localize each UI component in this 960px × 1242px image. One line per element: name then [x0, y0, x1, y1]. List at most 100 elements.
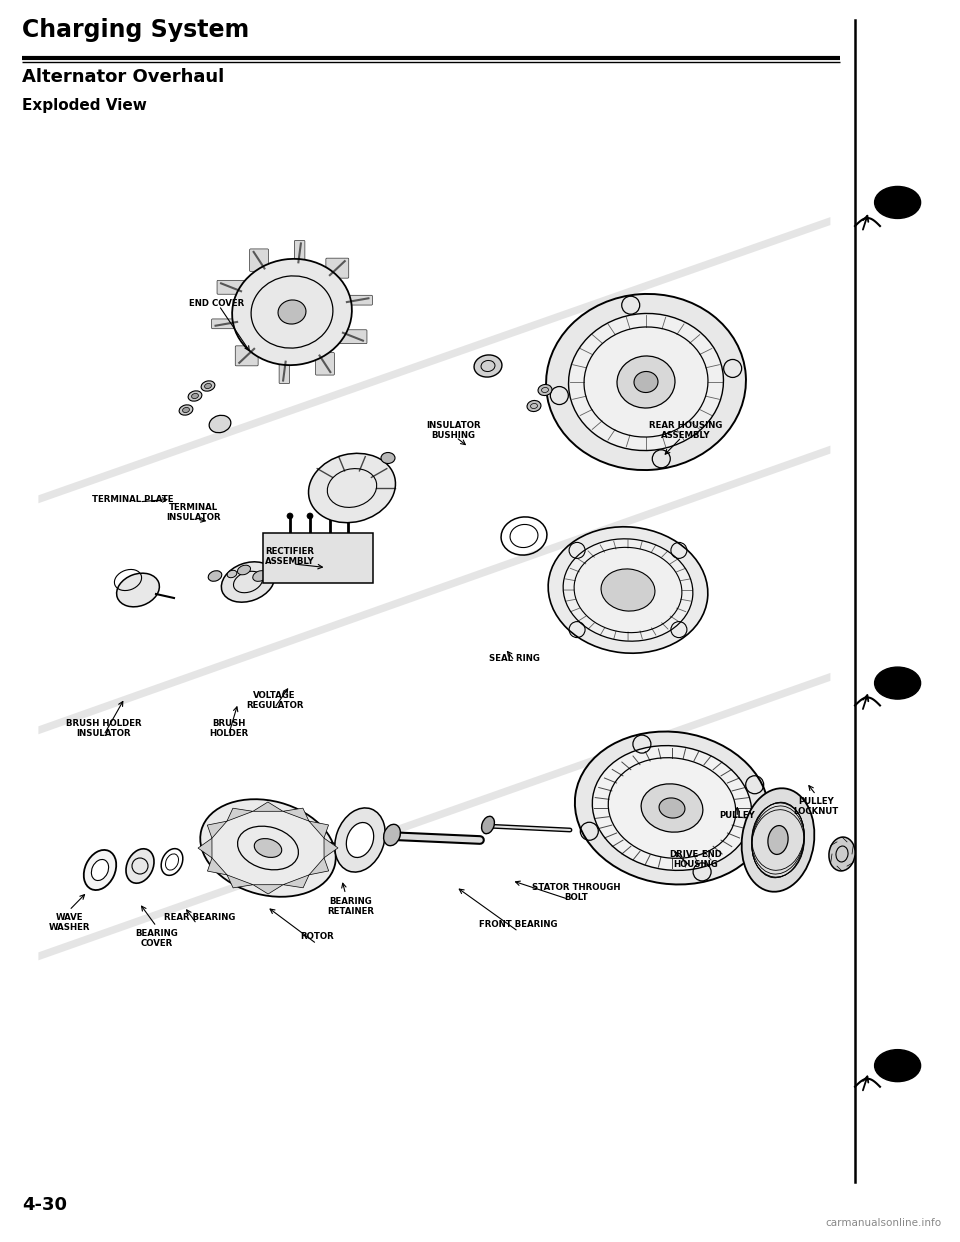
Text: BRUSH HOLDER
INSULATOR: BRUSH HOLDER INSULATOR	[66, 719, 141, 738]
Polygon shape	[283, 809, 309, 821]
Ellipse shape	[875, 186, 921, 219]
Ellipse shape	[222, 561, 275, 602]
Ellipse shape	[617, 356, 675, 409]
Polygon shape	[309, 821, 328, 838]
Ellipse shape	[601, 569, 655, 611]
Ellipse shape	[768, 826, 788, 854]
Ellipse shape	[592, 745, 752, 871]
Text: TERMINAL PLATE: TERMINAL PLATE	[92, 496, 173, 504]
Ellipse shape	[875, 1049, 921, 1082]
Ellipse shape	[126, 848, 154, 883]
Text: Charging System: Charging System	[22, 17, 250, 42]
Text: ROTOR: ROTOR	[300, 933, 334, 941]
Ellipse shape	[116, 574, 159, 607]
Circle shape	[287, 513, 293, 519]
Ellipse shape	[188, 391, 202, 401]
Polygon shape	[227, 809, 252, 821]
Ellipse shape	[182, 407, 189, 412]
Ellipse shape	[228, 570, 237, 578]
Ellipse shape	[201, 381, 215, 391]
Ellipse shape	[278, 301, 306, 324]
Circle shape	[327, 513, 333, 519]
FancyBboxPatch shape	[343, 296, 372, 306]
FancyBboxPatch shape	[250, 248, 269, 272]
Ellipse shape	[474, 355, 502, 378]
Ellipse shape	[208, 571, 222, 581]
Ellipse shape	[91, 859, 108, 881]
Ellipse shape	[660, 797, 684, 818]
Text: Alternator Overhaul: Alternator Overhaul	[22, 68, 225, 86]
FancyBboxPatch shape	[211, 319, 241, 329]
Text: 4-30: 4-30	[22, 1196, 67, 1213]
FancyBboxPatch shape	[235, 345, 258, 366]
Text: Exploded View: Exploded View	[22, 98, 147, 113]
Text: RECTIFIER
ASSEMBLY: RECTIFIER ASSEMBLY	[265, 548, 315, 566]
Text: REAR BEARING: REAR BEARING	[164, 913, 235, 922]
Ellipse shape	[546, 294, 746, 469]
Ellipse shape	[634, 371, 658, 392]
Text: STATOR THROUGH
BOLT: STATOR THROUGH BOLT	[532, 883, 620, 902]
Text: DRIVE-END
HOUSING: DRIVE-END HOUSING	[669, 851, 723, 869]
Ellipse shape	[828, 837, 855, 871]
Ellipse shape	[575, 732, 769, 884]
Text: INSULATOR
BUSHING: INSULATOR BUSHING	[426, 421, 480, 440]
Ellipse shape	[180, 405, 193, 415]
Text: BRUSH
HOLDER: BRUSH HOLDER	[209, 719, 248, 738]
Ellipse shape	[201, 799, 336, 897]
FancyBboxPatch shape	[263, 533, 373, 582]
Ellipse shape	[742, 789, 814, 892]
Ellipse shape	[308, 453, 396, 523]
Ellipse shape	[335, 809, 385, 872]
Text: REAR HOUSING
ASSEMBLY: REAR HOUSING ASSEMBLY	[649, 421, 722, 440]
Polygon shape	[283, 874, 309, 888]
Polygon shape	[198, 838, 212, 858]
Ellipse shape	[192, 394, 199, 399]
Polygon shape	[38, 446, 830, 734]
Polygon shape	[207, 858, 228, 874]
Ellipse shape	[538, 385, 552, 395]
Polygon shape	[309, 858, 328, 874]
Text: FRONT BEARING: FRONT BEARING	[479, 920, 558, 929]
Text: carmanualsonline.info: carmanualsonline.info	[826, 1218, 942, 1228]
Polygon shape	[324, 838, 338, 858]
Polygon shape	[228, 874, 253, 888]
Ellipse shape	[381, 452, 395, 463]
FancyBboxPatch shape	[316, 353, 334, 375]
Ellipse shape	[482, 816, 494, 833]
Circle shape	[345, 513, 351, 519]
Ellipse shape	[254, 838, 281, 857]
FancyBboxPatch shape	[217, 281, 245, 294]
Ellipse shape	[237, 565, 251, 575]
Text: TERMINAL
INSULATOR: TERMINAL INSULATOR	[167, 503, 221, 522]
Ellipse shape	[347, 822, 373, 857]
Polygon shape	[38, 217, 830, 503]
FancyBboxPatch shape	[339, 330, 367, 344]
Text: VOLTAGE
REGULATOR: VOLTAGE REGULATOR	[246, 692, 303, 710]
FancyBboxPatch shape	[295, 241, 305, 266]
Ellipse shape	[548, 527, 708, 653]
Ellipse shape	[84, 850, 116, 891]
Ellipse shape	[384, 825, 400, 846]
Ellipse shape	[232, 258, 352, 365]
Polygon shape	[38, 673, 830, 960]
Text: SEAL RING: SEAL RING	[490, 655, 540, 663]
Ellipse shape	[266, 561, 284, 574]
Ellipse shape	[204, 384, 211, 389]
FancyBboxPatch shape	[325, 258, 348, 278]
Polygon shape	[253, 884, 283, 894]
Ellipse shape	[641, 784, 703, 832]
FancyBboxPatch shape	[279, 359, 290, 384]
Ellipse shape	[252, 570, 267, 581]
Text: END COVER: END COVER	[189, 299, 245, 308]
Ellipse shape	[564, 539, 693, 641]
Ellipse shape	[209, 415, 230, 432]
Ellipse shape	[527, 400, 541, 411]
Text: PULLEY
LOCKNUT: PULLEY LOCKNUT	[793, 797, 839, 816]
Circle shape	[307, 513, 313, 519]
Polygon shape	[252, 802, 283, 811]
Ellipse shape	[568, 313, 724, 451]
Text: BEARING
COVER: BEARING COVER	[135, 929, 178, 948]
Text: PULLEY: PULLEY	[719, 811, 756, 820]
Text: WAVE
WASHER: WAVE WASHER	[48, 913, 90, 932]
Polygon shape	[207, 821, 227, 838]
